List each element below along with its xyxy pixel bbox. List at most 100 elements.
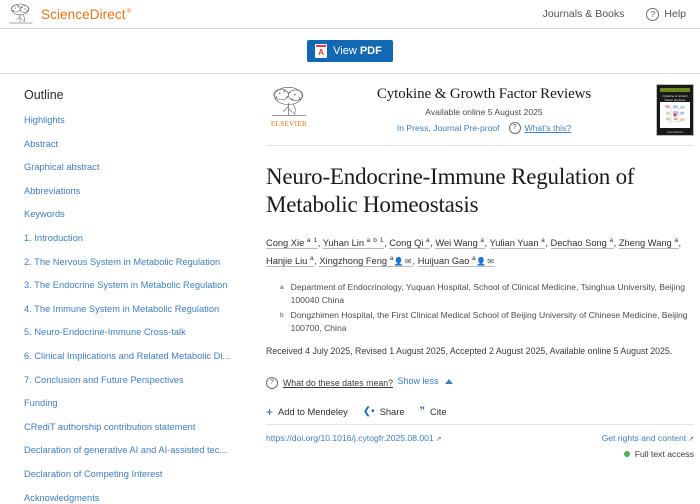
outline-heading: Outline [24,88,64,102]
question-mark-icon: ? [646,7,660,21]
add-to-mendeley-label: Add to Mendeley [278,406,348,417]
sidebar-item-acknowledgments[interactable]: Acknowledgments [24,492,100,503]
cover-diagram-icon [662,102,688,128]
show-less-toggle[interactable]: Show less [397,376,453,387]
show-less-label: Show less [397,376,439,387]
affiliation-text: Department of Endocrinology, Yuquan Hosp… [290,282,686,305]
journal-name: Cytokine & Growth Factor Reviews [376,86,592,102]
author-name[interactable]: Zheng Wang a [618,237,679,250]
envelope-icon[interactable]: ✉ [404,257,413,267]
full-text-access-badge: Full text access [623,449,694,460]
doi-link[interactable]: https://doi.org/10.1016/j.cytogfr.2025.0… [266,433,442,443]
sidebar-item-credit-statement[interactable]: CRediT authorship contribution statement [24,421,196,432]
elsevier-wordmark: ELSEVIER [270,120,308,128]
get-rights-and-content-link[interactable]: Get rights and content ↗ [602,433,694,443]
journal-header: ELSEVIER Cytokine & Growth Factor Review… [266,84,694,146]
sidebar-item-immune-system[interactable]: 4. The Immune System in Metabolic Regula… [24,303,220,314]
sciencedirect-logo[interactable]: ScienceDirect [8,3,131,25]
page-body: Outline Highlights Abstract Graphical ab… [0,74,700,503]
affiliation-list: a Department of Endocrinology, Yuquan Ho… [266,281,694,334]
journal-meta: Cytokine & Growth Factor Reviews Availab… [312,84,656,134]
author-name[interactable]: Cong Xie a 1 [266,237,318,250]
whats-this-label: What's this? [524,123,572,133]
cover-title: Cytokine & Growth Factor Reviews [662,94,688,102]
sidebar-item-abbreviations[interactable]: Abbreviations [24,185,81,196]
sidebar-item-clinical-implications[interactable]: 6. Clinical Implications and Related Met… [24,350,231,361]
cover-footer: ScienceDirect [666,131,683,134]
full-access-label: Full text access [634,449,694,460]
envelope-icon[interactable]: ✉ [487,257,495,267]
sidebar-item-abstract[interactable]: Abstract [24,138,59,149]
sidebar-item-funding[interactable]: Funding [24,398,58,409]
person-icon[interactable]: 👤 [393,257,405,267]
author-name[interactable]: Huijuan Gao a👤✉ [417,255,495,268]
external-link-icon: ↗ [435,436,442,444]
share-button[interactable]: ❮• Share [363,406,405,417]
affiliation-item: a Department of Endocrinology, Yuquan Ho… [266,281,694,306]
affiliation-item: b Dongzhimen Hospital, the First Clinica… [266,309,694,334]
publication-dates: Received 4 July 2025, Revised 1 August 2… [266,346,673,357]
help-link[interactable]: ? Help [646,7,686,21]
author-name[interactable]: Wei Wang a [435,237,485,250]
affiliation-marker: b [280,312,284,320]
sidebar-item-graphical-abstract[interactable]: Graphical abstract [24,162,100,173]
author-name[interactable]: Yulian Yuan a [489,237,546,250]
view-pdf-button[interactable]: View PDF [307,40,393,62]
journal-available-online: Available online 5 August 2025 [425,107,543,117]
cover-artwork [660,102,690,128]
author-list: Cong Xie a 1, Yuhan Lin a b 1, Cong Qi a… [266,237,682,268]
author-name[interactable]: Dechao Song a [550,237,614,250]
doi-right-column: Get rights and content ↗ Full text access [602,433,694,459]
doi-text: https://doi.org/10.1016/j.cytogfr.2025.0… [266,433,434,444]
doi-row: https://doi.org/10.1016/j.cytogfr.2025.0… [266,433,694,459]
article-title: Neuro-Endocrine-Immune Regulation of Met… [266,164,635,217]
cite-button[interactable]: ” Cite [420,406,447,417]
question-mark-icon: ? [508,122,521,134]
person-icon[interactable]: 👤 [476,257,488,267]
pdf-action-band: View PDF [0,29,700,74]
share-label: Share [379,406,405,417]
sidebar-item-keywords[interactable]: Keywords [24,209,65,220]
whats-this-link[interactable]: ? What's this? [508,122,572,134]
view-pdf-label: View PDF [333,45,382,57]
external-link-icon: ↗ [688,436,694,444]
sidebar-item-nervous-system[interactable]: 2. The Nervous System in Metabolic Regul… [24,256,221,267]
sidebar-item-conclusion[interactable]: 7. Conclusion and Future Perspectives [24,374,184,385]
top-bar-links: Journals & Books ? Help [542,7,686,21]
question-mark-icon: ? [266,377,278,390]
plus-icon: + [266,404,274,419]
author-name[interactable]: Hanjie Liu a [266,255,315,268]
add-to-mendeley-button[interactable]: + Add to Mendeley [266,404,348,419]
outline-sidebar: Outline Highlights Abstract Graphical ab… [0,74,248,503]
author-name[interactable]: Yuhan Lin a b 1 [322,237,385,250]
top-bar: ScienceDirect Journals & Books ? Help [0,0,700,29]
sidebar-item-highlights[interactable]: Highlights [24,115,65,125]
article-actions: + Add to Mendeley ❮• Share ” Cite [266,404,694,426]
sidebar-item-introduction[interactable]: 1. Introduction [24,232,83,243]
share-icon: ❮• [362,406,375,418]
journal-status-row: In Press, Journal Pre-proof ? What's thi… [318,122,650,134]
press-status[interactable]: In Press, Journal Pre-proof [396,123,500,133]
journals-and-books-link[interactable]: Journals & Books [542,8,625,20]
dates-explainer-label: What do these dates mean? [283,378,394,389]
outline-list: Highlights Abstract Graphical abstract A… [24,115,236,504]
pdf-file-icon [315,44,328,58]
author-name[interactable]: Cong Qi a [389,237,431,250]
help-label: Help [664,8,686,20]
chevron-up-icon [444,378,453,384]
journal-cover-thumbnail[interactable]: Cytokine & Growth Factor Reviews [656,84,694,136]
author-name[interactable]: Xingzhong Feng a👤✉ [319,255,413,268]
sidebar-item-generative-ai-declaration[interactable]: Declaration of generative AI and AI-assi… [24,445,228,456]
elsevier-logo[interactable]: ELSEVIER [266,84,312,128]
elsevier-tree-icon [271,87,307,116]
article-content: ELSEVIER Cytokine & Growth Factor Review… [248,74,700,467]
elsevier-tree-icon [8,3,34,25]
dates-explainer-link[interactable]: ? What do these dates mean? [266,377,394,390]
sidebar-item-endocrine-system[interactable]: 3. The Endocrine System in Metabolic Reg… [24,280,228,291]
cite-label: Cite [430,406,447,417]
rights-label: Get rights and content [601,433,687,444]
sidebar-item-cross-talk[interactable]: 5. Neuro-Endocrine-Immune Cross-talk [24,327,186,338]
affiliation-text: Dongzhimen Hospital, the First Clinical … [290,310,688,333]
sidebar-item-competing-interest[interactable]: Declaration of Competing Interest [24,468,163,479]
cover-top-band [660,88,690,92]
